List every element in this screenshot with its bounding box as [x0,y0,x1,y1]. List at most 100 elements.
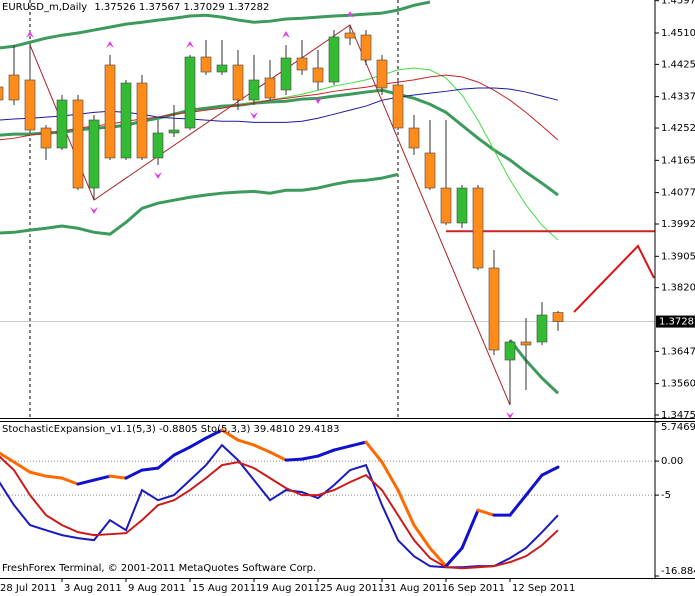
indicator-segment [156,453,176,470]
y-tick-label: 1.45100 [661,28,695,39]
candle-body [520,341,532,346]
candle-body [504,341,516,361]
indicator-segment [348,440,368,448]
indicator-segment [476,508,496,517]
candle-body [488,267,500,351]
indicator-segment [252,443,272,454]
indicator-line [237,67,559,241]
indicator-line [0,443,559,569]
indicator-segment [396,488,416,527]
indicator-segment [332,444,352,452]
candle-body [392,84,404,129]
indicator-segment [44,474,64,480]
candle-body [408,127,420,149]
fractal-down [250,111,258,119]
indicator-segment [28,470,48,478]
candle-body [88,119,100,189]
candle-body [296,57,308,71]
candle-body [312,67,324,83]
x-tick-label: 3 Aug 2011 [64,583,122,594]
candle-body [328,36,340,83]
fractal-down [506,412,514,418]
high: 1.37567 [139,2,180,13]
y-tick-label: 1.39925 [661,219,695,230]
candle-body [232,64,244,101]
x-tick-label: 6 Sep 2011 [448,583,505,594]
low: 1.37029 [183,2,224,13]
fractal-down [90,207,98,215]
candle-body [184,56,196,129]
x-tick-label: 12 Sep 2011 [512,583,575,594]
candle-body [8,74,20,101]
price-label: 1.37282 [659,317,695,328]
y-tick-label: 0.00 [661,456,683,467]
candle-body [200,56,212,73]
indicator-segment [412,523,432,550]
candle-body [24,79,36,131]
candle-body [264,77,276,99]
indicator-segment [236,438,256,447]
indicator-segment [220,428,240,442]
y-tick-label: 1.42525 [661,123,695,134]
indicator-segment [12,460,32,474]
candle-body [40,127,52,149]
indicator-line [0,0,431,50]
x-tick-label: 25 Aug 2011 [320,583,384,594]
close: 1.37282 [228,2,269,13]
x-tick-label: 9 Aug 2011 [128,583,186,594]
y-tick-label: 1.44250 [661,59,695,70]
candle-body [0,86,4,101]
indicator-segment [316,448,336,458]
candle-body [72,99,84,189]
indicator-segment [364,440,384,464]
x-tick-label: 31 Aug 2011 [384,583,448,594]
fractal-down [314,96,322,104]
candle-body [344,32,356,39]
x-tick-label: 19 Aug 2011 [256,583,320,594]
indicator-segment [60,476,80,486]
candle-body [456,187,468,224]
candle-body [536,314,548,343]
candle-body [248,79,260,101]
symbol: EURUSD_m,Daily [2,2,87,13]
y-tick-label: -16.8846 [661,566,695,577]
y-tick-label: 1.41650 [661,155,695,166]
indicator-segment [108,474,128,480]
candle-body [360,34,372,61]
fractal-up [282,30,290,38]
indicator-segment [508,493,528,517]
x-tick-label: 15 Aug 2011 [192,583,256,594]
y-tick-label: 1.40775 [661,188,695,199]
indicator-segment [172,445,192,457]
indicator-segment [444,546,464,568]
chart-title: EURUSD_m,Daily 1.37526 1.37567 1.37029 1… [2,2,269,13]
candle-body [216,64,228,73]
indicator-segment [124,468,144,480]
candle-body [440,187,452,224]
y-tick-label: 5.7469 [661,422,695,433]
indicator-line [0,455,559,570]
indicator-segment [268,450,288,462]
candle-body [136,82,148,159]
forecast-line [573,244,655,313]
candle-body [56,99,68,149]
price-panel [0,0,655,418]
fractal-up [346,10,354,18]
y-tick-label: 1.45975 [661,0,695,7]
y-tick-label: 1.43375 [661,92,695,103]
indicator-panel [0,428,655,570]
fractal-up [26,30,34,38]
indicator-segment [284,457,304,462]
indicator-segment [0,451,16,464]
indicator-segment [92,474,112,482]
indicator-segment [76,478,96,486]
footer: FreshForex Terminal, © 2001-2011 MetaQuo… [2,563,316,574]
indicator-segment [540,465,560,477]
candle-body [376,59,388,89]
indicator-line [0,87,559,123]
candle-body [152,132,164,159]
y-tick-label: 1.36475 [661,346,695,357]
indicator-title: StochasticExpansion_v1.1(5,3) -0.8805 St… [2,424,339,435]
fractal-down [154,171,162,179]
